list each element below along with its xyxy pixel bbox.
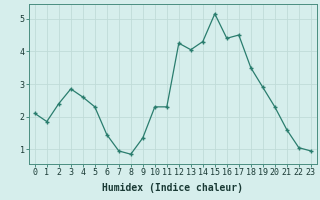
X-axis label: Humidex (Indice chaleur): Humidex (Indice chaleur) bbox=[102, 183, 243, 193]
